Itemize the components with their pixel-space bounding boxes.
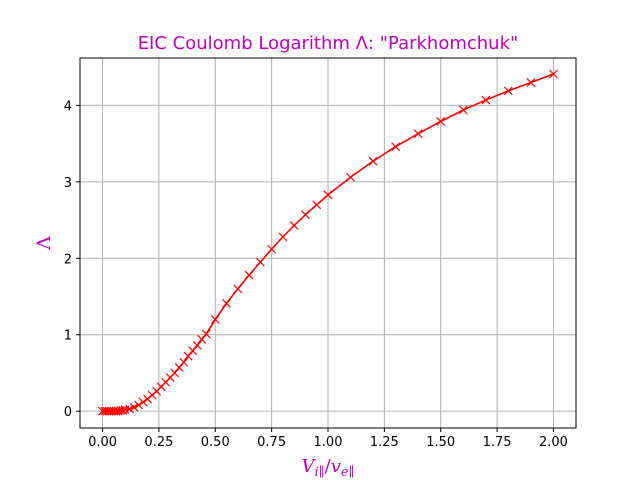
data-point-marker <box>526 78 536 87</box>
x-tick-label: 0.50 <box>201 435 230 450</box>
x-tick-label: 0.00 <box>88 435 117 450</box>
y-axis-label: Λ <box>33 236 55 251</box>
data-point-marker <box>368 156 378 166</box>
y-axis: 0 1 2 3 4 <box>64 99 80 420</box>
data-point-marker <box>503 86 513 96</box>
x-axis-label: Vi∥/ve∥ <box>301 456 354 480</box>
data-point-marker <box>549 69 558 79</box>
x-tick-label: 2.00 <box>539 435 568 450</box>
data-point-marker <box>278 232 288 242</box>
data-point-marker <box>301 210 310 220</box>
data-point-marker <box>436 117 446 126</box>
data-point-marker <box>179 357 189 367</box>
data-point-marker <box>289 220 299 230</box>
series-layer <box>98 69 558 416</box>
data-point-marker <box>244 270 254 280</box>
x-axis: 0.00 0.25 0.50 0.75 1.00 1.25 1.50 1.75 2.00 <box>88 428 568 450</box>
chart-title: EIC Coulomb Logarithm Λ: "Parkhomchuk" <box>138 33 519 54</box>
data-point-marker <box>413 129 423 139</box>
data-point-marker <box>210 315 220 324</box>
data-point-marker <box>134 400 144 410</box>
y-tick-label: 2 <box>64 252 72 267</box>
data-point-marker <box>222 298 231 308</box>
y-tick-label: 1 <box>64 329 72 344</box>
data-point-marker <box>267 244 277 254</box>
data-point-marker <box>138 397 148 407</box>
data-point-marker <box>129 402 139 412</box>
data-point-marker <box>346 172 355 182</box>
data-point-marker <box>255 257 265 267</box>
x-tick-label: 1.00 <box>314 435 343 450</box>
grid <box>80 58 576 428</box>
x-tick-label: 1.75 <box>483 435 512 450</box>
data-point-marker <box>201 329 211 339</box>
x-tick-label: 1.25 <box>370 435 399 450</box>
y-tick-label: 0 <box>64 405 72 420</box>
data-point-marker <box>118 405 128 415</box>
y-tick-label: 3 <box>64 176 72 191</box>
data-point-marker <box>233 284 243 294</box>
x-tick-label: 0.25 <box>144 435 173 450</box>
x-tick-label: 0.75 <box>257 435 286 450</box>
x-tick-label: 1.50 <box>426 435 455 450</box>
data-point-marker <box>391 142 401 152</box>
y-tick-label: 4 <box>64 99 72 114</box>
data-point-marker <box>481 95 491 105</box>
data-point-marker <box>192 341 202 350</box>
data-point-marker <box>312 200 322 210</box>
data-point-marker <box>458 105 468 115</box>
data-point-marker <box>323 190 333 200</box>
